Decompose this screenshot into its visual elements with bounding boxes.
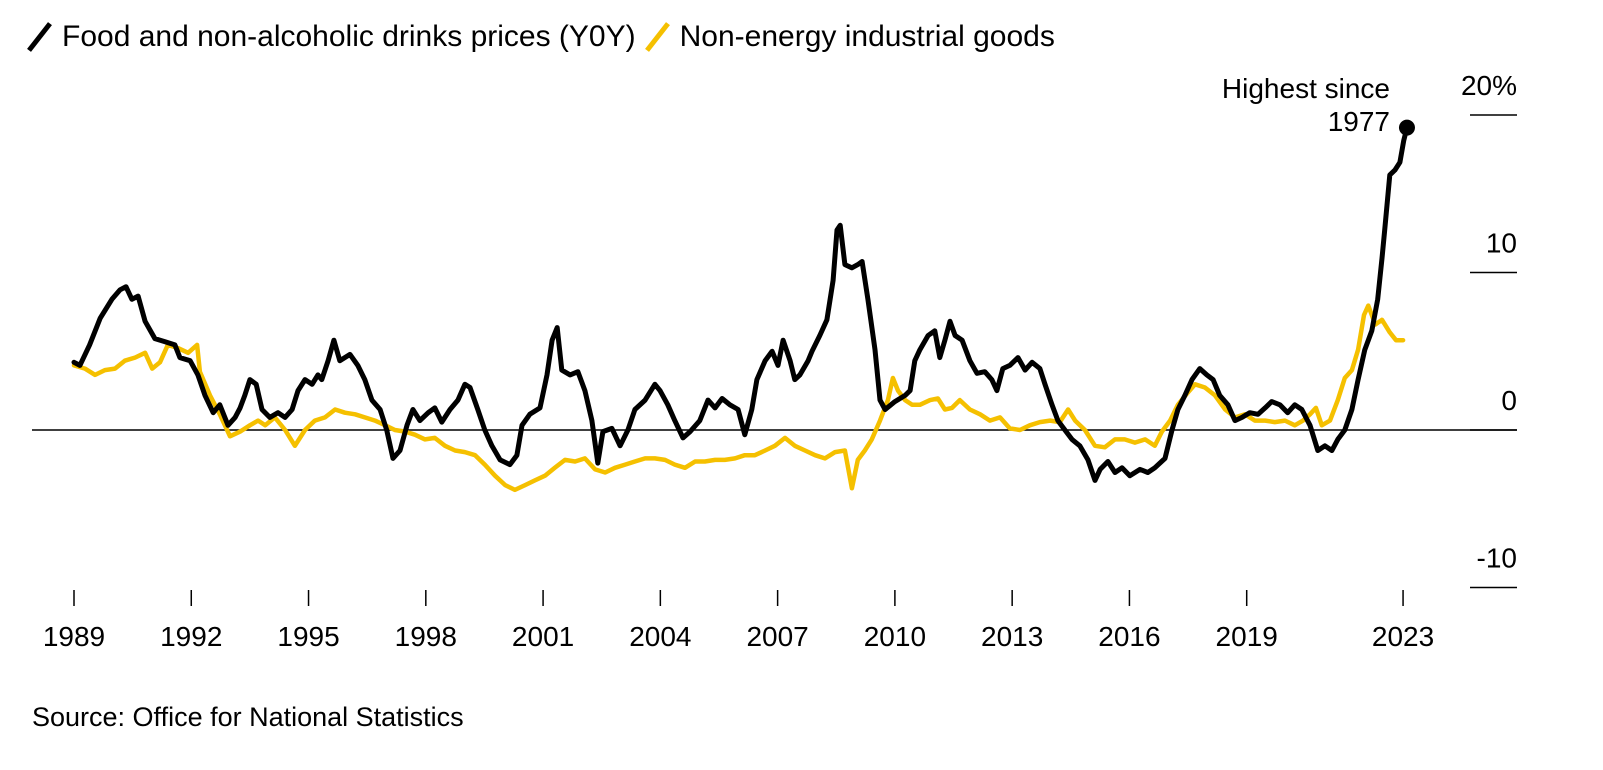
y-tick-label: 0 xyxy=(1501,385,1517,416)
x-tick-label: 2023 xyxy=(1372,621,1434,652)
x-tick-label: 1998 xyxy=(395,621,457,652)
x-tick-label: 2007 xyxy=(746,621,808,652)
legend-item-goods: Non-energy industrial goods xyxy=(650,20,1055,54)
legend: Food and non-alcoholic drinks prices (Y0… xyxy=(32,20,1069,54)
annotation-line1: Highest since xyxy=(1221,73,1390,104)
x-tick-label: 2010 xyxy=(864,621,926,652)
x-tick-label: 2004 xyxy=(629,621,691,652)
x-tick-label: 2019 xyxy=(1216,621,1278,652)
x-tick-label: 2016 xyxy=(1098,621,1160,652)
y-tick-label: 20% xyxy=(1461,70,1517,101)
x-tick-label: 1995 xyxy=(277,621,339,652)
peak-annotation: Highest since 1977 xyxy=(1222,72,1390,138)
legend-label: Food and non-alcoholic drinks prices (Y0… xyxy=(62,20,636,53)
source-note: Source: Office for National Statistics xyxy=(32,702,464,732)
x-tick-label: 2001 xyxy=(512,621,574,652)
series-line-food xyxy=(71,125,1410,483)
x-tick-label: 2013 xyxy=(981,621,1043,652)
y-tick-label: 10 xyxy=(1486,228,1517,259)
y-tick-label: -10 xyxy=(1477,543,1517,574)
x-tick-label: 1992 xyxy=(160,621,222,652)
legend-item-food: Food and non-alcoholic drinks prices (Y0… xyxy=(32,20,636,54)
peak-marker xyxy=(1398,119,1415,136)
series-line-goods xyxy=(71,303,1406,493)
x-tick-label: 1989 xyxy=(43,621,105,652)
annotation-line2: 1977 xyxy=(1327,106,1390,137)
legend-label: Non-energy industrial goods xyxy=(679,20,1055,53)
